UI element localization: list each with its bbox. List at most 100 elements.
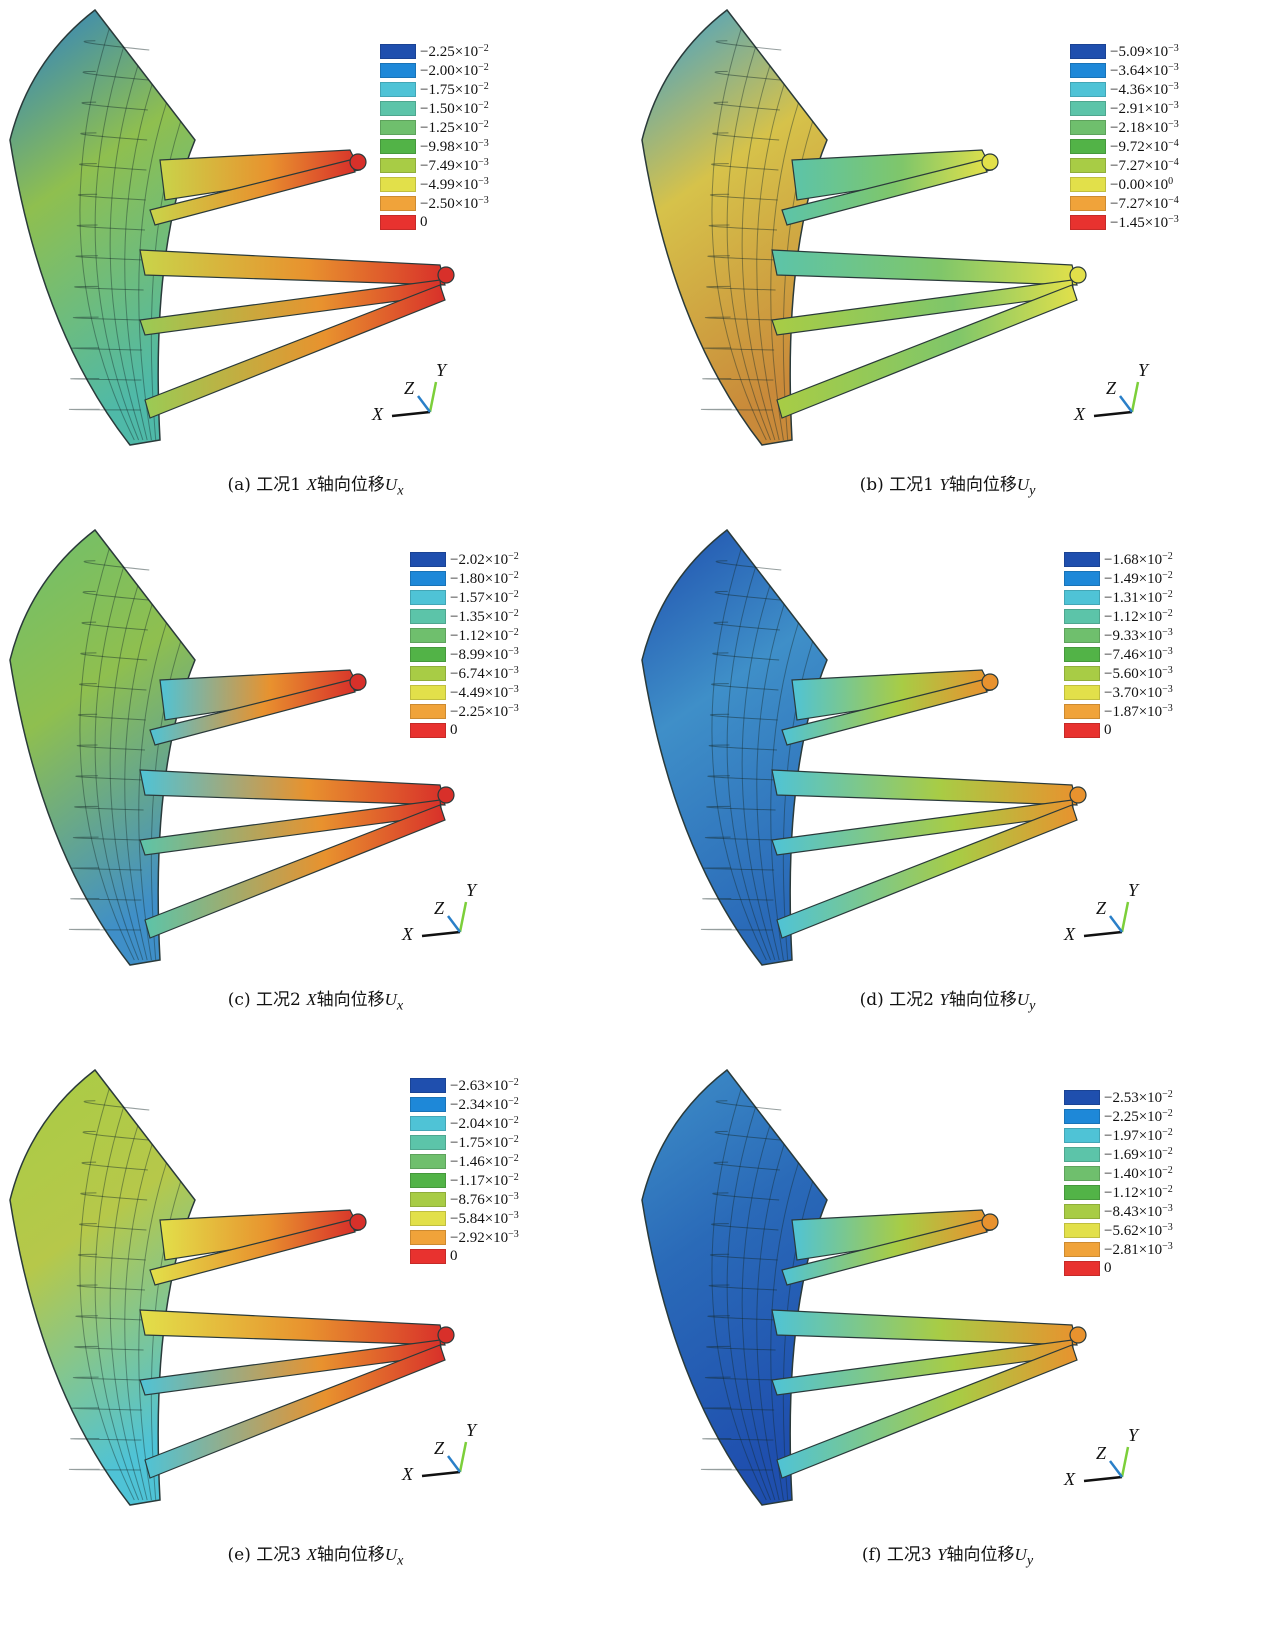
legend-entry: −1.17×10−2 <box>410 1171 519 1190</box>
support-arm <box>771 249 1078 286</box>
legend-entry: −5.09×10−3 <box>1070 42 1179 61</box>
color-legend: −1.68×10−2 −1.49×10−2 −1.31×10−2 −1.12×10−2… <box>1064 550 1173 740</box>
legend-entry: −2.34×10−2 <box>410 1095 519 1114</box>
legend-value: −2.92×10−3 <box>450 1228 519 1246</box>
legend-value: −1.49×10−2 <box>1104 569 1173 587</box>
legend-entry: −2.02×10−2 <box>410 550 519 569</box>
support-arm <box>139 769 446 806</box>
legend-entry: −1.40×10−2 <box>1064 1164 1173 1183</box>
support-arm <box>149 679 356 746</box>
legend-entry: −1.35×10−2 <box>410 607 519 626</box>
legend-entry: 0 <box>410 721 519 740</box>
legend-entry: −2.91×10−3 <box>1070 99 1179 118</box>
legend-swatch <box>1064 666 1100 681</box>
axis-triad: X Y Z <box>370 360 480 430</box>
legend-swatch <box>410 647 446 662</box>
panel-caption: (e) 工况3 X轴向位移Ux <box>227 1545 404 1569</box>
support-arm <box>139 1309 446 1346</box>
legend-entry: −1.49×10−2 <box>1064 569 1173 588</box>
legend-swatch <box>410 1249 446 1264</box>
legend-swatch <box>1064 1223 1100 1238</box>
legend-value: −1.35×10−2 <box>450 607 519 625</box>
legend-value: −2.02×10−2 <box>450 550 519 568</box>
legend-entry: −4.36×10−3 <box>1070 80 1179 99</box>
panel-c: −2.02×10−2 −1.80×10−2 −1.57×10−2 −1.35×10−2… <box>0 520 631 1065</box>
legend-swatch <box>410 1097 446 1112</box>
legend-entry: −2.53×10−2 <box>1064 1088 1173 1107</box>
legend-swatch <box>1064 609 1100 624</box>
triad-label-z: Z <box>434 1438 445 1458</box>
triad-label-z: Z <box>434 898 445 918</box>
legend-value: −1.46×10−2 <box>450 1152 519 1170</box>
legend-entry: −4.99×10−3 <box>380 175 489 194</box>
gate-skin-plate <box>9 1068 196 1506</box>
legend-value: −8.76×10−3 <box>450 1190 519 1208</box>
axis-triad: X Y Z <box>400 880 510 950</box>
trunnion-hinge <box>1069 1326 1087 1344</box>
legend-value: −9.33×10−3 <box>1104 626 1173 644</box>
legend-swatch <box>380 82 416 97</box>
color-legend: −2.02×10−2 −1.80×10−2 −1.57×10−2 −1.35×10−2… <box>410 550 519 740</box>
legend-swatch <box>410 1230 446 1245</box>
legend-value: −2.25×10−3 <box>450 702 519 720</box>
legend-value: −1.12×10−2 <box>1104 1183 1173 1201</box>
legend-swatch <box>1064 647 1100 662</box>
legend-value: −1.12×10−2 <box>1104 607 1173 625</box>
legend-entry: 0 <box>1064 721 1173 740</box>
legend-swatch <box>1064 685 1100 700</box>
legend-swatch <box>380 63 416 78</box>
legend-entry: −7.27×10−4 <box>1070 156 1179 175</box>
legend-entry: −1.46×10−2 <box>410 1152 519 1171</box>
legend-swatch <box>1070 44 1106 59</box>
legend-value: −1.69×10−2 <box>1104 1145 1173 1163</box>
legend-entry: −1.69×10−2 <box>1064 1145 1173 1164</box>
trunnion-hinge <box>1069 266 1087 284</box>
legend-value: −4.99×10−3 <box>420 175 489 193</box>
panel-f: −2.53×10−2 −2.25×10−2 −1.97×10−2 −1.69×10−2… <box>632 1060 1263 1605</box>
trunnion-hinge <box>981 153 999 171</box>
support-arm <box>144 284 446 419</box>
legend-value: −2.91×10−3 <box>1110 99 1179 117</box>
trunnion-hinge <box>437 1326 455 1344</box>
legend-entry: −8.76×10−3 <box>410 1190 519 1209</box>
triad-label-y: Y <box>466 880 477 900</box>
legend-entry: −1.87×10−3 <box>1064 702 1173 721</box>
support-arm <box>781 1219 988 1286</box>
triad-label-y: Y <box>466 1420 477 1440</box>
legend-swatch <box>1064 571 1100 586</box>
triad-label-y: Y <box>1128 1425 1139 1445</box>
triad-label-y: Y <box>436 360 447 380</box>
legend-value: −7.27×10−4 <box>1110 156 1179 174</box>
fe-model-render <box>9 1068 455 1506</box>
legend-swatch <box>410 1135 446 1150</box>
legend-entry: −3.70×10−3 <box>1064 683 1173 702</box>
legend-entry: −0.00×100 <box>1070 175 1179 194</box>
triad-label-x: X <box>402 1464 413 1484</box>
legend-entry: −2.81×10−3 <box>1064 1240 1173 1259</box>
legend-swatch <box>1070 82 1106 97</box>
legend-swatch <box>410 1192 446 1207</box>
legend-entry: −4.49×10−3 <box>410 683 519 702</box>
legend-value: −9.72×10−4 <box>1110 137 1179 155</box>
fe-model-render <box>9 8 455 446</box>
legend-entry: 0 <box>1064 1259 1173 1278</box>
legend-swatch <box>1070 139 1106 154</box>
legend-swatch <box>410 590 446 605</box>
legend-value: −8.99×10−3 <box>450 645 519 663</box>
legend-value: −2.81×10−3 <box>1104 1240 1173 1258</box>
legend-swatch <box>410 723 446 738</box>
legend-value: −2.25×10−2 <box>420 42 489 60</box>
support-arm <box>776 284 1078 419</box>
legend-swatch <box>410 609 446 624</box>
legend-entry: −6.74×10−3 <box>410 664 519 683</box>
axis-triad: X Y Z <box>1062 880 1172 950</box>
legend-value: −1.31×10−2 <box>1104 588 1173 606</box>
legend-value: −2.53×10−2 <box>1104 1088 1173 1106</box>
triad-label-z: Z <box>1096 898 1107 918</box>
legend-swatch <box>1070 177 1106 192</box>
legend-swatch <box>1070 215 1106 230</box>
legend-entry: −5.60×10−3 <box>1064 664 1173 683</box>
legend-entry: −1.12×10−2 <box>1064 1183 1173 1202</box>
support-arm <box>781 679 988 746</box>
legend-entry: −8.43×10−3 <box>1064 1202 1173 1221</box>
